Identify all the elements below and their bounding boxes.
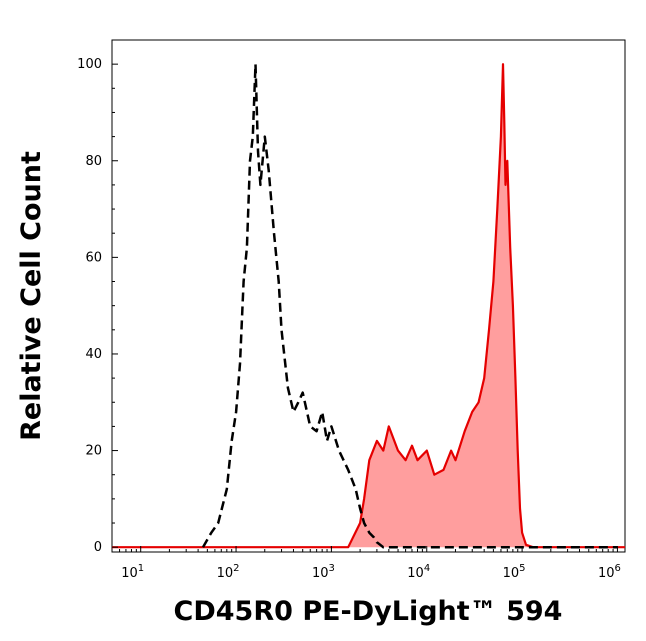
- x-axis-label: CD45R0 PE-DyLight™ 594: [174, 596, 563, 627]
- series-2-line: [112, 63, 625, 549]
- y-axis: 0 20 40 60 80 100: [77, 57, 118, 555]
- x-tick-label: 101: [121, 563, 144, 581]
- x-tick-label: 104: [407, 563, 430, 581]
- series-layer: [112, 62, 625, 549]
- y-tick-label: 20: [85, 444, 102, 459]
- y-tick-label: 0: [94, 540, 102, 555]
- y-tick-label: 80: [85, 154, 102, 169]
- y-axis-label: Relative Cell Count: [16, 151, 47, 441]
- series-2-area: [112, 64, 625, 548]
- series-1-line: [201, 62, 618, 549]
- x-tick-label: 106: [598, 563, 621, 581]
- y-tick-label: 40: [85, 347, 102, 362]
- x-tick-label: 102: [217, 563, 240, 581]
- plot-frame: [111, 39, 626, 553]
- y-tick-label: 100: [77, 57, 102, 72]
- x-tick-label: 105: [503, 563, 526, 581]
- x-tick-label: 103: [312, 563, 335, 581]
- y-tick-label: 60: [85, 250, 102, 265]
- x-axis: 101 102 103 104 105 106: [111, 546, 621, 581]
